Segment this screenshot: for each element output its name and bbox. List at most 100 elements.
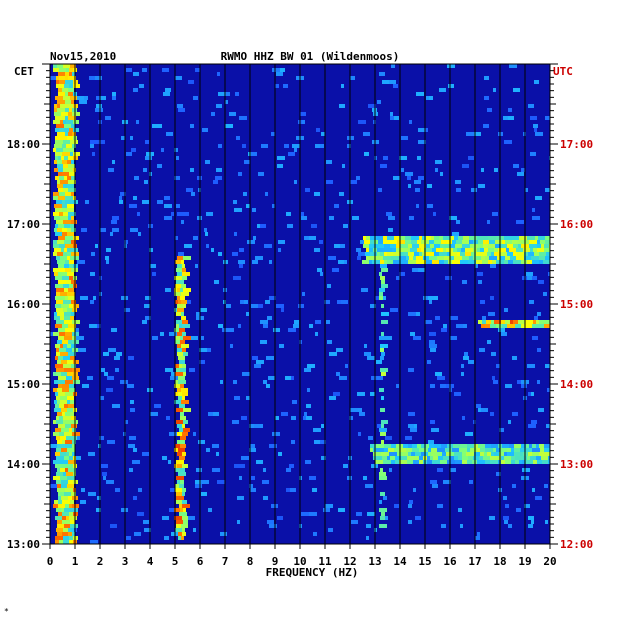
- heatmap-cell: [507, 448, 511, 452]
- heatmap-cell: [180, 336, 183, 340]
- heatmap-cell: [132, 460, 140, 464]
- heatmap-cell: [516, 220, 524, 224]
- heatmap-cell: [57, 312, 64, 316]
- heatmap-cell: [157, 164, 162, 168]
- heatmap-cell: [439, 260, 444, 264]
- heatmap-cell: [53, 196, 58, 200]
- heatmap-cell: [212, 444, 219, 448]
- heatmap-cell: [181, 312, 184, 316]
- heatmap-cell: [522, 460, 525, 464]
- heatmap-cell: [136, 120, 139, 124]
- heatmap-cell: [543, 292, 547, 296]
- heatmap-cell: [54, 400, 57, 404]
- heatmap-cell: [55, 356, 58, 360]
- x-tick-label: 5: [172, 555, 179, 568]
- heatmap-cell: [58, 188, 63, 192]
- heatmap-cell: [337, 300, 341, 304]
- heatmap-cell: [483, 456, 490, 460]
- heatmap-cell: [531, 256, 539, 260]
- heatmap-cell: [283, 84, 288, 88]
- heatmap-cell: [63, 212, 68, 216]
- heatmap-cell: [501, 456, 504, 460]
- heatmap-cell: [304, 412, 307, 416]
- heatmap-cell: [100, 228, 106, 232]
- heatmap-cell: [504, 456, 511, 460]
- heatmap-cell: [431, 236, 434, 240]
- heatmap-cell: [482, 316, 486, 320]
- heatmap-cell: [314, 440, 320, 444]
- heatmap-cell: [408, 260, 416, 264]
- heatmap-cell: [77, 260, 85, 264]
- heatmap-cell: [438, 456, 443, 460]
- heatmap-cell: [508, 108, 512, 112]
- heatmap-cell: [195, 484, 202, 488]
- heatmap-cell: [70, 256, 73, 260]
- heatmap-cell: [176, 320, 182, 324]
- heatmap-cell: [56, 256, 60, 260]
- heatmap-cell: [232, 420, 239, 424]
- heatmap-cell: [413, 256, 416, 260]
- heatmap-cell: [72, 320, 80, 324]
- heatmap-cell: [183, 428, 190, 432]
- heatmap-cell: [62, 232, 67, 236]
- heatmap-cell: [417, 444, 421, 448]
- heatmap-cell: [193, 96, 198, 100]
- heatmap-cell: [539, 320, 544, 324]
- heatmap-cell: [504, 236, 512, 240]
- heatmap-cell: [58, 496, 61, 500]
- heatmap-cell: [501, 332, 507, 336]
- heatmap-cell: [242, 372, 250, 376]
- heatmap-cell: [309, 236, 316, 240]
- heatmap-cell: [384, 444, 391, 448]
- heatmap-cell: [461, 364, 464, 368]
- heatmap-cell: [362, 260, 369, 264]
- heatmap-cell: [178, 536, 181, 540]
- heatmap-cell: [249, 448, 256, 452]
- heatmap-cell: [413, 460, 419, 464]
- heatmap-cell: [71, 416, 76, 420]
- heatmap-cell: [65, 260, 69, 264]
- heatmap-cell: [68, 324, 76, 328]
- heatmap-cell: [90, 272, 95, 276]
- heatmap-cell: [56, 308, 63, 312]
- heatmap-cell: [382, 456, 387, 460]
- heatmap-cell: [62, 208, 67, 212]
- heatmap-cell: [408, 412, 415, 416]
- heatmap-cell: [416, 312, 420, 316]
- heatmap-cell: [71, 228, 76, 232]
- heatmap-cell: [369, 248, 373, 252]
- heatmap-cell: [483, 236, 488, 240]
- heatmap-cell: [540, 448, 544, 452]
- heatmap-cell: [508, 260, 513, 264]
- heatmap-cell: [169, 432, 177, 436]
- heatmap-cell: [465, 252, 471, 256]
- heatmap-cell: [177, 464, 182, 468]
- x-tick-label: 17: [468, 555, 481, 568]
- heatmap-cell: [437, 452, 442, 456]
- heatmap-cell: [324, 300, 330, 304]
- heatmap-cell: [205, 232, 208, 236]
- heatmap-cell: [62, 440, 65, 444]
- heatmap-cell: [54, 104, 57, 108]
- heatmap-cell: [177, 348, 182, 352]
- heatmap-cell: [316, 128, 320, 132]
- heatmap-cell: [68, 212, 76, 216]
- heatmap-cell: [533, 248, 537, 252]
- heatmap-cell: [485, 444, 491, 448]
- heatmap-cell: [178, 472, 186, 476]
- heatmap-cell: [458, 456, 462, 460]
- heatmap-cell: [260, 424, 263, 428]
- heatmap-cell: [381, 396, 384, 400]
- heatmap-cell: [65, 332, 72, 336]
- heatmap-cell: [539, 252, 546, 256]
- heatmap-cell: [63, 344, 67, 348]
- heatmap-cell: [410, 332, 415, 336]
- heatmap-cell: [65, 92, 68, 96]
- heatmap-cell: [408, 424, 414, 428]
- heatmap-cell: [63, 300, 71, 304]
- heatmap-cell: [432, 260, 439, 264]
- heatmap-cell: [73, 360, 79, 364]
- heatmap-cell: [538, 236, 545, 240]
- heatmap-cell: [211, 248, 214, 252]
- heatmap-cell: [57, 260, 60, 264]
